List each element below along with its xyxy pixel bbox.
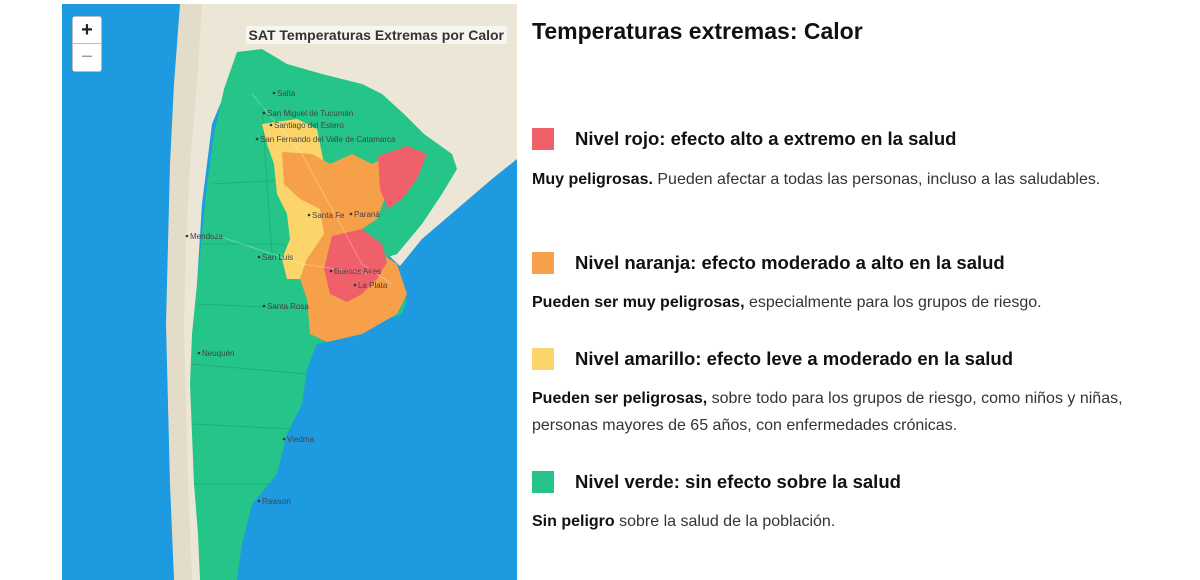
city-label: Paraná bbox=[354, 210, 380, 219]
city-label: San Fernando del Valle de Catamarca bbox=[260, 135, 396, 144]
city-label: Santa Fe bbox=[312, 211, 345, 220]
level-orange-desc-bold: Pueden ser muy peligrosas, bbox=[532, 294, 745, 311]
level-red-desc-text: Pueden afectar a todas las personas, inc… bbox=[652, 171, 1101, 188]
city-label: San Miguel de Tucumán bbox=[267, 109, 353, 118]
city-label: La Plata bbox=[358, 281, 388, 290]
yellow-swatch bbox=[532, 348, 554, 370]
city-marker bbox=[353, 283, 357, 287]
city-labels: Salta San Miguel de Tucumán Santiago del E… bbox=[185, 89, 396, 506]
map-title: SAT Temperaturas Extremas por Calor bbox=[245, 26, 507, 44]
heat-alert-map[interactable]: Salta San Miguel de Tucumán Santiago del E… bbox=[62, 4, 517, 580]
map-canvas[interactable]: Salta San Miguel de Tucumán Santiago del E… bbox=[62, 4, 517, 580]
level-yellow-title: Nivel amarillo: efecto leve a moderado e… bbox=[575, 348, 1013, 369]
red-swatch bbox=[532, 128, 554, 150]
city-marker bbox=[329, 269, 333, 273]
level-green-row: Nivel verde: sin efecto sobre la salud bbox=[532, 471, 901, 493]
city-label: Rawson bbox=[262, 497, 291, 506]
city-label: Santiago del Estero bbox=[274, 121, 344, 130]
green-swatch bbox=[532, 471, 554, 493]
zone-red-northeast bbox=[378, 146, 427, 209]
level-red-title: Nivel rojo: efecto alto a extremo en la … bbox=[575, 128, 957, 149]
city-marker bbox=[269, 123, 273, 127]
level-yellow-row: Nivel amarillo: efecto leve a moderado e… bbox=[532, 348, 1013, 370]
level-green-title: Nivel verde: sin efecto sobre la salud bbox=[575, 471, 901, 492]
city-label: Salta bbox=[277, 89, 296, 98]
city-label: Santa Rosa bbox=[267, 302, 309, 311]
legend-title: Temperaturas extremas: Calor bbox=[532, 18, 863, 44]
city-marker bbox=[257, 255, 261, 259]
city-marker bbox=[185, 234, 189, 238]
level-yellow-desc-text: sobre todo para los grupos de riesgo, co… bbox=[532, 390, 1123, 434]
level-orange-row: Nivel naranja: efecto moderado a alto en… bbox=[532, 252, 1005, 274]
city-marker bbox=[262, 304, 266, 308]
city-label: Neuquén bbox=[202, 349, 234, 358]
zone-red-central bbox=[324, 229, 387, 302]
level-yellow-description: Pueden ser peligrosas, sobre todo para l… bbox=[532, 385, 1172, 439]
level-red-row: Nivel rojo: efecto alto a extremo en la … bbox=[532, 128, 956, 150]
city-marker bbox=[272, 91, 276, 95]
level-red-description: Muy peligrosas. Pueden afectar a todas l… bbox=[532, 166, 1172, 193]
orange-swatch bbox=[532, 252, 554, 274]
level-orange-desc-text: especialmente para los grupos de riesgo. bbox=[744, 294, 1042, 311]
legend-panel: Temperaturas extremas: Calor Nivel rojo:… bbox=[532, 0, 1182, 580]
city-marker bbox=[282, 437, 286, 441]
city-label: Mendoza bbox=[190, 232, 223, 241]
zoom-out-button[interactable]: − bbox=[72, 44, 102, 72]
province-borders bbox=[191, 103, 363, 485]
city-label: Buenos Aires bbox=[334, 267, 381, 276]
level-yellow-desc-bold: Pueden ser peligrosas, bbox=[532, 390, 708, 407]
level-orange-description: Pueden ser muy peligrosas, especialmente… bbox=[532, 289, 1172, 316]
city-marker bbox=[262, 111, 266, 115]
city-marker bbox=[349, 212, 353, 216]
city-label: San Luis bbox=[262, 253, 293, 262]
city-marker bbox=[197, 351, 201, 355]
city-marker bbox=[307, 213, 311, 217]
level-orange-title: Nivel naranja: efecto moderado a alto en… bbox=[575, 252, 1005, 273]
roads bbox=[211, 93, 393, 285]
level-red-desc-bold: Muy peligrosas. bbox=[532, 171, 653, 188]
city-marker bbox=[257, 499, 261, 503]
level-green-description: Sin peligro sobre la salud de la poblaci… bbox=[532, 508, 1172, 535]
chile-coast bbox=[166, 4, 202, 580]
level-green-desc-bold: Sin peligro bbox=[532, 513, 615, 530]
zoom-in-button[interactable]: + bbox=[72, 16, 102, 44]
city-marker bbox=[255, 137, 259, 141]
level-green-desc-text: sobre la salud de la población. bbox=[614, 513, 836, 530]
city-label: Viedma bbox=[287, 435, 315, 444]
